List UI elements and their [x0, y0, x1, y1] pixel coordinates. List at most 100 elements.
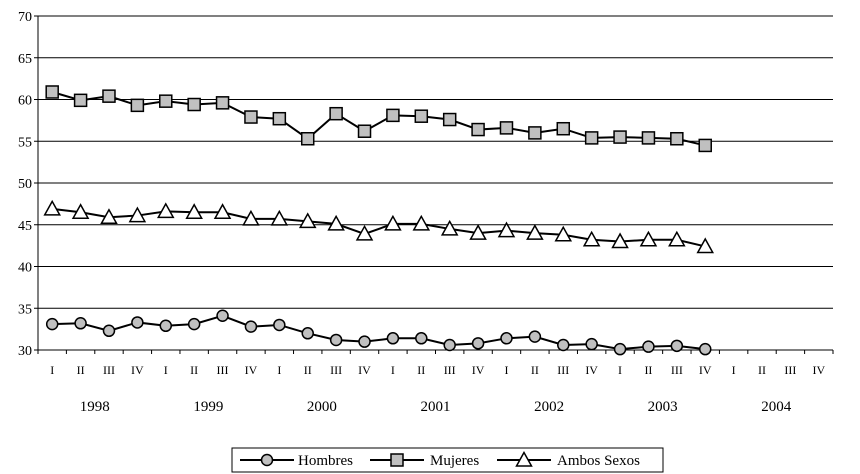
y-tick-label: 55: [18, 135, 32, 150]
data-point: [329, 106, 343, 121]
x-tick-label: III: [671, 363, 683, 377]
data-point: [244, 320, 258, 333]
data-point: [159, 94, 173, 108]
data-point: [386, 332, 400, 345]
y-tick-label: 30: [18, 344, 32, 359]
data-point: [528, 126, 542, 140]
y-axis-ticks: 30 35 40 45 50 55 60 65 70: [18, 10, 38, 359]
data-point: [442, 112, 457, 127]
data-point: [130, 98, 145, 113]
data-point: [698, 342, 712, 356]
data-point: [469, 224, 487, 240]
legend-marker: [390, 453, 404, 467]
x-tick-label: IV: [472, 363, 485, 377]
y-tick-label: 35: [18, 302, 32, 317]
data-point: [131, 316, 144, 329]
legend-label: Ambos Sexos: [557, 453, 640, 469]
data-point: [244, 110, 258, 124]
data-point: [556, 121, 571, 136]
data-point: [187, 97, 201, 112]
year-label: 2003: [648, 399, 678, 415]
x-tick-label: II: [417, 363, 425, 377]
legend-label: Hombres: [298, 453, 353, 469]
x-tick-label: III: [557, 363, 569, 377]
data-point: [73, 93, 88, 108]
data-point: [102, 89, 116, 103]
legend-entry: Mujeres: [370, 453, 479, 469]
y-tick-label: 60: [18, 94, 32, 109]
x-tick-label: IV: [358, 363, 371, 377]
y-tick-label: 40: [18, 261, 32, 276]
data-point: [582, 230, 601, 247]
x-tick-label: IV: [245, 363, 258, 377]
data-point: [641, 131, 656, 145]
data-point: [698, 138, 712, 153]
year-label: 2001: [421, 399, 451, 415]
data-point: [300, 131, 315, 146]
data-point: [213, 203, 232, 219]
data-point: [557, 338, 570, 352]
data-point: [102, 324, 116, 338]
series-ambos-sexos: [43, 199, 715, 254]
data-point: [668, 230, 686, 247]
data-point: [414, 109, 429, 123]
data-point: [499, 121, 514, 135]
data-point: [500, 332, 513, 345]
x-tick-label: III: [444, 363, 456, 377]
legend-entry: Hombres: [240, 453, 353, 469]
data-point: [412, 214, 431, 231]
x-tick-label: I: [277, 363, 281, 377]
data-point: [528, 330, 542, 343]
x-tick-label: I: [732, 363, 736, 377]
data-point: [357, 124, 372, 138]
x-tick-label: I: [618, 363, 622, 377]
data-point: [242, 209, 260, 226]
legend-marker: [515, 450, 533, 467]
data-point: [611, 232, 629, 249]
data-point: [301, 327, 314, 340]
y-tick-label: 45: [18, 219, 32, 234]
x-tick-label: II: [758, 363, 766, 377]
gridlines: [38, 15, 833, 309]
data-point: [386, 108, 400, 123]
data-point: [358, 335, 371, 348]
series-line: [51, 91, 706, 147]
data-point: [329, 333, 343, 347]
year-label: 2004: [761, 399, 792, 415]
data-point: [443, 338, 456, 352]
data-point: [159, 319, 173, 333]
x-tick-label: III: [330, 363, 342, 377]
series-hombres: [45, 309, 712, 356]
data-point: [384, 214, 402, 231]
data-point: [187, 317, 201, 331]
data-point: [215, 96, 230, 110]
data-point: [270, 209, 289, 226]
data-point: [273, 318, 286, 332]
data-point: [216, 309, 229, 323]
x-tick-label: IV: [585, 363, 598, 377]
data-point: [43, 199, 61, 216]
data-point: [298, 212, 317, 229]
data-point: [185, 203, 203, 219]
data-point: [639, 230, 658, 247]
data-point: [642, 340, 655, 353]
data-point: [670, 131, 684, 146]
x-tick-label: II: [190, 363, 198, 377]
data-point: [670, 339, 684, 353]
data-point: [45, 317, 59, 331]
data-point: [471, 337, 485, 350]
data-point: [497, 221, 516, 238]
legend: Hombres Mujeres Ambos Sexos: [231, 447, 664, 473]
series-mujeres: [45, 85, 712, 153]
legend-marker: [260, 453, 274, 467]
year-label: 2000: [307, 399, 337, 415]
x-tick-label: I: [50, 363, 54, 377]
y-tick-label: 70: [18, 10, 32, 25]
x-tick-label: IV: [812, 363, 825, 377]
x-tick-label: II: [304, 363, 312, 377]
data-point: [156, 202, 175, 219]
data-point: [584, 131, 599, 145]
data-point: [74, 317, 87, 330]
data-point: [327, 214, 345, 231]
